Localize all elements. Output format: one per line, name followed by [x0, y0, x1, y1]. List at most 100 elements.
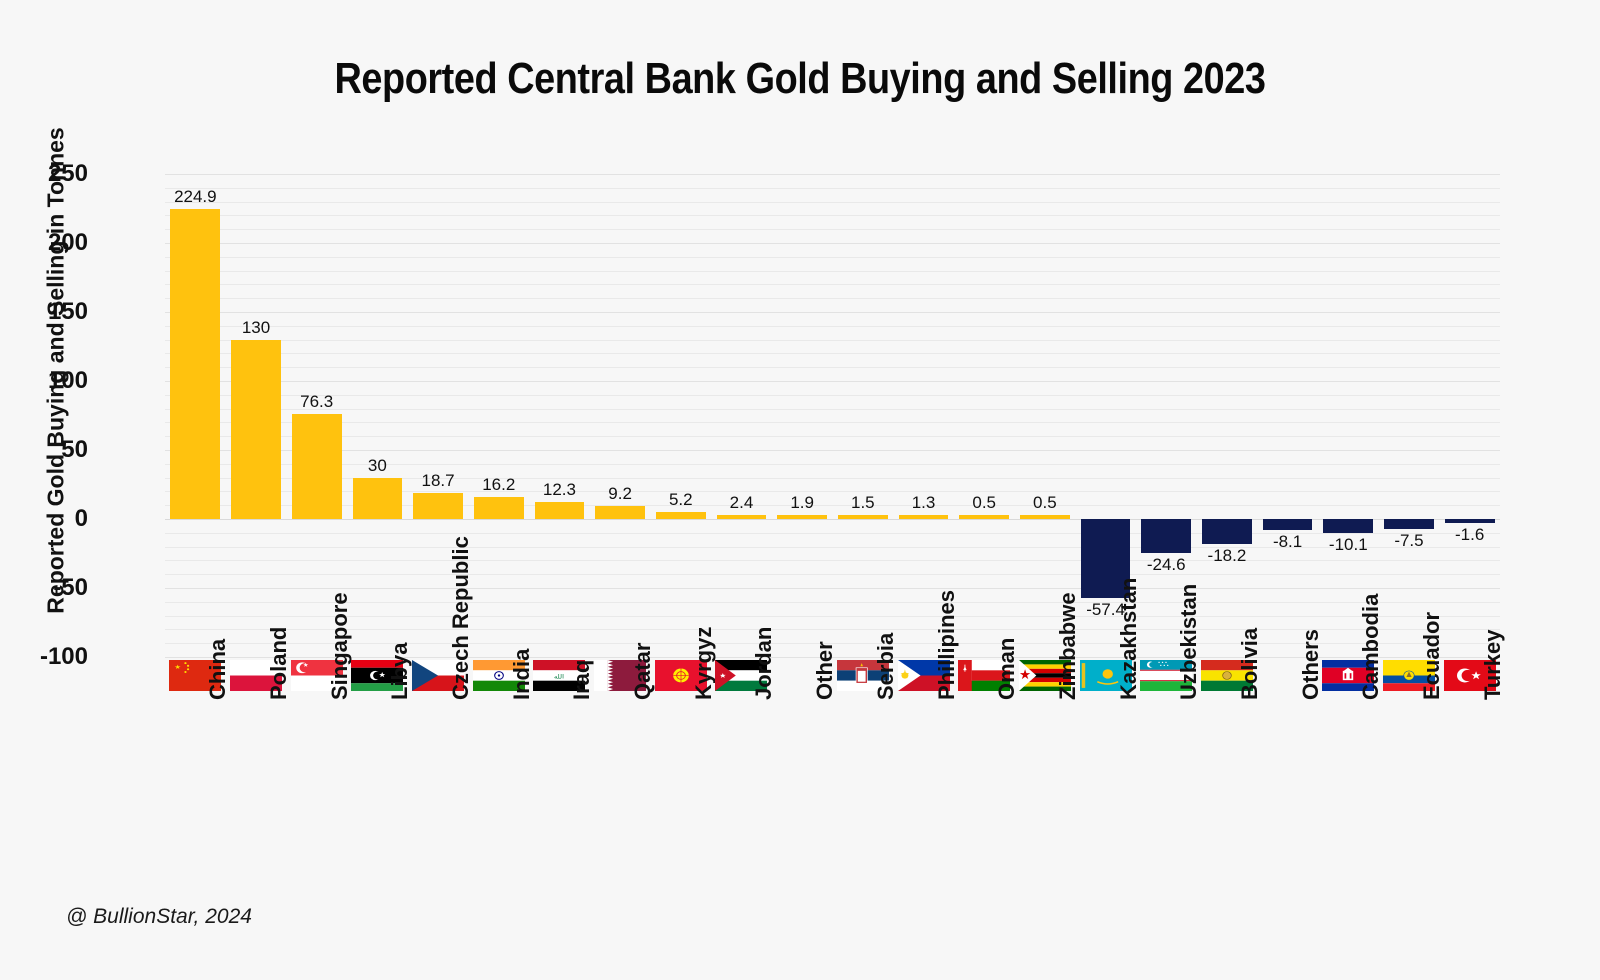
bar-value-label: -8.1 [1272, 532, 1303, 552]
bar-turkey[interactable] [1444, 519, 1495, 523]
gridline-minor [165, 532, 1500, 534]
bar-libya[interactable] [352, 477, 403, 519]
gridline-major [165, 657, 1500, 658]
gridline-minor [165, 491, 1500, 493]
gridline-major [165, 450, 1500, 451]
category-label-turkey: Turkey [1479, 629, 1505, 700]
bar-kyrgyz[interactable] [655, 511, 706, 519]
gridline-major [165, 588, 1500, 589]
bar-china[interactable] [170, 208, 221, 519]
bar-value-label: 18.7 [421, 471, 455, 491]
category-label-india: India [508, 648, 534, 700]
gridline-minor [165, 574, 1500, 576]
category-label-bolivia: Bolivia [1236, 627, 1262, 700]
bar-oman[interactable] [959, 515, 1010, 519]
category-label-other: Other [812, 641, 838, 700]
iraq-flag: الله [533, 660, 586, 691]
turkey-flag [1443, 660, 1496, 691]
bar-czech-republic[interactable] [413, 493, 463, 519]
zimbabwe-flag [1018, 660, 1071, 691]
bar-value-label: 1.3 [911, 493, 936, 512]
bar-serbia[interactable] [837, 515, 888, 519]
gridline-minor [165, 643, 1500, 645]
bar-value-label: 12.3 [542, 480, 576, 500]
gridline-minor [165, 270, 1500, 272]
category-label-iraq: Iraq [569, 659, 595, 700]
y-tick-label: 150 [47, 298, 88, 325]
gridline-minor [165, 298, 1500, 300]
bar-phillipines[interactable] [898, 515, 949, 519]
y-tick-label: 200 [47, 229, 88, 256]
gridline-major [165, 312, 1500, 313]
category-label-serbia: Serbia [872, 632, 898, 700]
gridline-major [165, 519, 1500, 520]
gridline-minor [165, 463, 1500, 465]
gridline-minor [165, 422, 1500, 424]
bar-poland[interactable] [231, 339, 281, 519]
china-flag [169, 660, 222, 691]
bar-value-label: -7.5 [1394, 531, 1424, 551]
bar-other[interactable] [777, 515, 828, 519]
czech-republic-flag [412, 660, 465, 691]
bolivia-flag [1200, 660, 1253, 691]
gridline-minor [165, 477, 1500, 479]
serbia-flag [836, 660, 889, 691]
bar-cambodia[interactable] [1323, 519, 1374, 533]
bar-value-label: -18.2 [1207, 546, 1247, 566]
bar-value-label: -24.6 [1146, 554, 1186, 574]
category-label-libya: Libya [387, 642, 413, 700]
bar-value-label: -57.4 [1086, 600, 1125, 620]
plot-area: 224.9 130 76.3 30 18.7 16.2 12.3 9.2 5.2 2.4 1.9 1.… [165, 174, 1500, 658]
bar-zimbabwe[interactable] [1020, 515, 1070, 519]
gridline-minor [165, 353, 1500, 355]
gridline-minor [165, 201, 1500, 203]
category-label-czech-republic: Czech Republic [448, 536, 474, 700]
bar-uzbekistan[interactable] [1141, 519, 1192, 553]
poland-flag [230, 660, 283, 691]
category-label-uzbekistan: Uzbekistan [1176, 583, 1202, 700]
gridline-minor [165, 615, 1500, 617]
gridline-minor [165, 215, 1500, 217]
bar-value-label: 2.4 [729, 493, 754, 512]
bar-iraq[interactable] [534, 502, 585, 519]
bar-singapore[interactable] [291, 413, 342, 519]
gridline-minor [165, 394, 1500, 396]
bar-india[interactable] [473, 496, 524, 519]
category-label-poland: Poland [266, 626, 292, 700]
category-label-cambodia: Cambodia [1358, 593, 1384, 700]
gridline-major [165, 174, 1500, 175]
bar-bolivia[interactable] [1202, 519, 1252, 545]
bar-jordan[interactable] [716, 515, 767, 519]
gridline-minor [165, 325, 1500, 327]
category-label-oman: Oman [994, 637, 1020, 700]
y-tick-label: 50 [61, 436, 88, 463]
cambodia-flag [1322, 660, 1375, 691]
ecuador-flag [1382, 660, 1435, 691]
category-label-qatar: Qatar [630, 642, 656, 700]
bar-value-label: 1.5 [851, 493, 875, 512]
gridline-minor [165, 560, 1500, 562]
bar-kazakhstan[interactable] [1080, 519, 1131, 599]
bar-value-label: 16.2 [482, 474, 516, 494]
gridline-major [165, 381, 1500, 382]
bar-value-label: -10.1 [1328, 534, 1368, 554]
category-label-kyrgyz: Kyrgyz [690, 626, 716, 700]
bar-value-label: 1.9 [790, 493, 814, 512]
y-tick-label: 100 [47, 367, 88, 394]
singapore-flag [290, 660, 343, 691]
libya-flag [351, 660, 404, 691]
category-label-phillipines: Phillipines [933, 589, 959, 700]
bar-ecuador[interactable] [1384, 519, 1434, 530]
bar-value-label: 30 [367, 455, 387, 475]
gridline-minor [165, 229, 1500, 231]
bar-value-label: 9.2 [608, 484, 632, 504]
category-label-kazakhstan: Kazakhstan [1115, 577, 1141, 700]
gridline-minor [165, 284, 1500, 286]
gridline-minor [165, 436, 1500, 438]
bar-value-label: 0.5 [1033, 493, 1057, 512]
category-label-zimbabwe: Zimbabwe [1054, 592, 1080, 700]
gridline-minor [165, 339, 1500, 341]
bar-qatar[interactable] [595, 506, 645, 519]
bar-others[interactable] [1262, 519, 1313, 531]
